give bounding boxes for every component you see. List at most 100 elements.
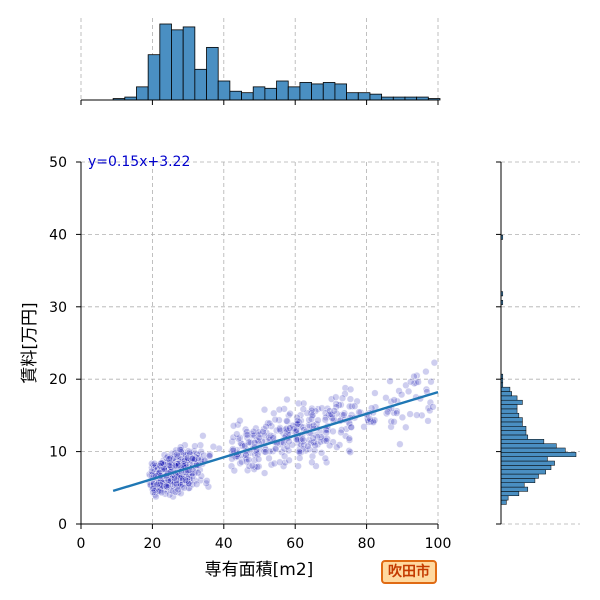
scatter-point	[186, 450, 194, 458]
scatter-point	[177, 474, 185, 482]
scatter-point	[184, 454, 192, 462]
scatter-point	[275, 425, 284, 433]
y-tick-label: 20	[49, 372, 67, 388]
scatter-point	[323, 458, 331, 467]
right-hist-bar	[500, 473, 539, 479]
scatter-point	[242, 451, 250, 459]
scatter-point	[393, 409, 401, 417]
scatter-point	[175, 472, 183, 480]
scatter-point	[243, 434, 251, 442]
scatter-point	[311, 441, 319, 450]
scatter-point	[196, 476, 205, 485]
scatter-point	[413, 372, 421, 380]
regression-line	[112, 390, 439, 493]
scatter-point	[332, 393, 340, 401]
scatter-point	[152, 493, 160, 501]
scatter-point	[199, 432, 207, 440]
scatter-point	[169, 493, 177, 501]
y-tick-label: 30	[49, 300, 67, 316]
scatter-point	[346, 402, 354, 411]
scatter-point	[346, 395, 355, 403]
scatter-point	[318, 404, 326, 412]
top-hist-bar	[206, 46, 219, 101]
scatter-point	[413, 411, 421, 419]
scatter-point	[172, 480, 181, 488]
scatter-point	[278, 448, 286, 456]
scatter-point	[308, 458, 316, 466]
scatter-point	[422, 385, 431, 394]
scatter-point	[177, 489, 185, 497]
right-hist-bar	[500, 417, 523, 423]
scatter-point	[273, 426, 281, 435]
scatter-point	[346, 448, 354, 456]
scatter-point	[202, 479, 210, 488]
scatter-point	[369, 418, 378, 426]
top-hist-bar	[229, 90, 242, 101]
scatter-point	[276, 458, 284, 466]
top-hist-bar	[369, 93, 383, 101]
scatter-point	[424, 417, 432, 425]
scatter-point	[390, 409, 398, 417]
scatter-point	[295, 448, 304, 456]
scatter-point	[174, 486, 182, 494]
top-hist-bar	[147, 54, 161, 101]
top-hist-bar	[346, 92, 359, 101]
top-hist-bar	[322, 82, 336, 101]
scatter-point	[167, 477, 175, 485]
right-hist-bar	[500, 443, 557, 449]
scatter-point	[162, 482, 170, 490]
top-hist-bar	[264, 87, 277, 101]
top-hist-bar	[194, 68, 207, 101]
right-hist-bar	[500, 434, 529, 440]
scatter-point	[338, 394, 347, 402]
scatter-point	[296, 454, 304, 462]
scatter-point	[387, 417, 395, 426]
scatter-point	[285, 446, 293, 455]
scatter-point	[196, 441, 205, 449]
scatter-point	[424, 404, 433, 412]
scatter-point	[317, 433, 326, 441]
scatter-point	[280, 462, 288, 470]
top-hist-bar	[334, 83, 348, 101]
top-hist-bar	[241, 92, 254, 101]
top-hist-bar	[217, 80, 231, 101]
scatter-point	[149, 488, 157, 497]
scatter-point	[427, 378, 435, 386]
scatter-point	[284, 429, 293, 437]
scatter-point	[262, 448, 270, 456]
top-hist-bar	[136, 86, 149, 101]
scatter-point	[294, 416, 302, 425]
scatter-point	[345, 434, 353, 443]
scatter-point	[308, 411, 317, 419]
scatter-point	[177, 448, 185, 456]
right-hist-bar	[500, 491, 520, 497]
scatter-point	[286, 410, 294, 418]
scatter-point	[280, 405, 288, 413]
scatter-point	[321, 416, 329, 424]
y-tick-label: 10	[49, 445, 67, 461]
scatter-point	[203, 477, 211, 485]
scatter-point	[348, 402, 356, 411]
scatter-point	[345, 436, 354, 444]
scatter-point	[165, 461, 174, 470]
x-axis-label: 専有面積[m2]	[205, 560, 314, 580]
right-hist-bar	[500, 408, 518, 414]
scatter-point	[228, 438, 236, 446]
right-hist-bar	[500, 404, 518, 410]
scatter-point	[351, 402, 359, 410]
scatter-point	[329, 427, 337, 436]
top-hist-bar	[276, 80, 289, 101]
top-hist-bar	[299, 82, 312, 101]
scatter-point	[157, 488, 166, 497]
scatter-point	[292, 426, 301, 434]
x-tick-label: 0	[77, 536, 86, 552]
scatter-point	[147, 482, 155, 490]
scatter-point	[323, 435, 331, 443]
scatter-point	[333, 443, 341, 451]
scatter-point	[294, 420, 302, 428]
scatter-point	[410, 379, 418, 388]
right-hist-bar	[500, 482, 525, 488]
scatter-point	[233, 430, 241, 438]
right-hist-bar	[500, 426, 527, 431]
